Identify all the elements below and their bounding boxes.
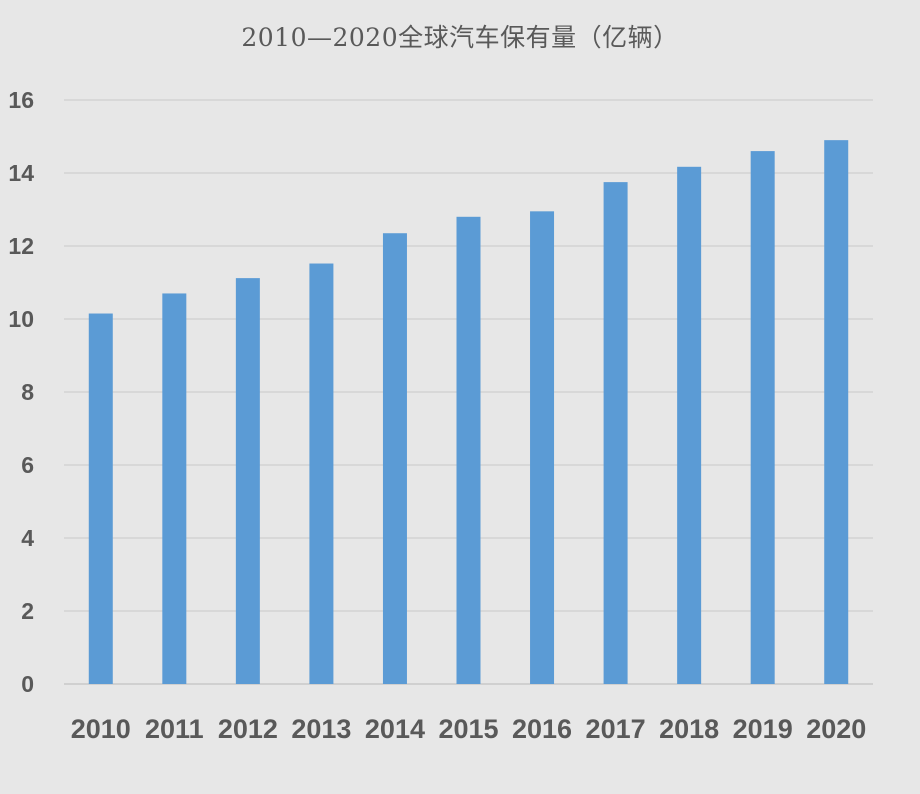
bar-2020 — [824, 140, 849, 684]
chart-title: 2010—2020全球汽车保有量（亿辆） — [241, 23, 679, 52]
x-tick-label: 2012 — [218, 714, 278, 744]
y-tick-label: 0 — [21, 671, 34, 697]
x-tick-label: 2014 — [365, 714, 425, 744]
y-tick-label: 8 — [21, 379, 34, 405]
y-tick-label: 14 — [8, 160, 34, 186]
bar-2011 — [162, 293, 187, 684]
x-tick-label: 2019 — [733, 714, 793, 744]
bar-2017 — [603, 182, 628, 684]
x-tick-label: 2011 — [145, 714, 204, 744]
bar-2019 — [750, 151, 775, 685]
x-tick-label: 2020 — [806, 714, 866, 744]
x-tick-label: 2017 — [586, 714, 646, 744]
bar-2010 — [88, 313, 113, 684]
x-tick-label: 2018 — [659, 714, 719, 744]
y-tick-label: 12 — [8, 233, 34, 259]
bar-2013 — [309, 263, 334, 684]
y-tick-label: 4 — [21, 525, 34, 551]
x-tick-label: 2013 — [291, 714, 351, 744]
bar-2016 — [530, 211, 555, 684]
x-tick-label: 2016 — [512, 714, 572, 744]
y-tick-label: 16 — [8, 87, 34, 113]
bar-2015 — [456, 216, 481, 685]
bar-2014 — [382, 233, 407, 684]
y-tick-label: 6 — [21, 452, 34, 478]
y-tick-label: 2 — [21, 598, 34, 624]
bar-2012 — [235, 278, 260, 684]
x-tick-label: 2015 — [438, 714, 498, 744]
y-tick-label: 10 — [8, 306, 34, 332]
x-tick-label: 2010 — [71, 714, 131, 744]
bar-2018 — [677, 166, 702, 685]
